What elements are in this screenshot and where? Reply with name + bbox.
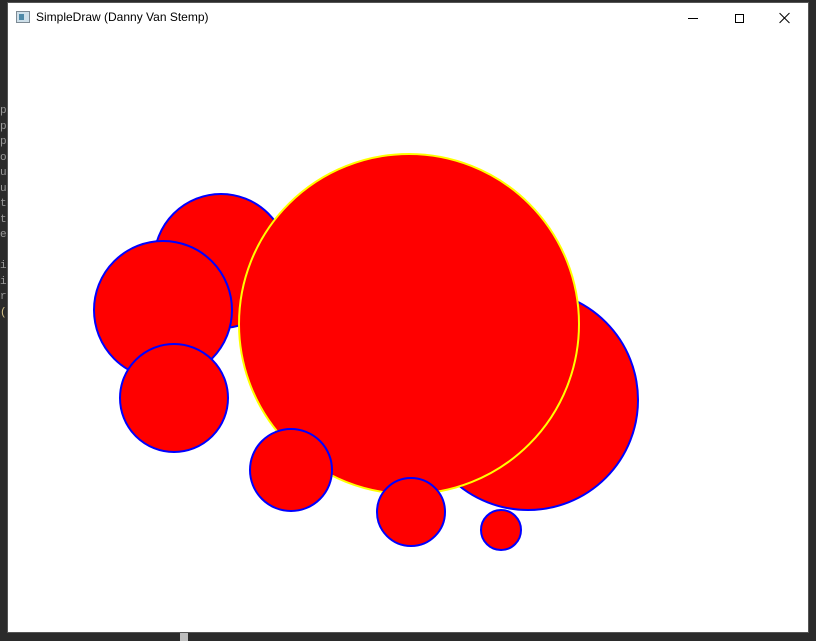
close-icon	[779, 12, 791, 24]
title-bar[interactable]: SimpleDraw (Danny Van Stemp)	[8, 3, 808, 33]
editor-scroll-thumb	[180, 632, 188, 641]
minimize-icon	[688, 18, 698, 19]
circle-shape[interactable]	[377, 478, 445, 546]
circle-shape[interactable]	[250, 429, 332, 511]
close-button[interactable]	[762, 3, 808, 33]
maximize-icon	[735, 14, 744, 23]
circle-shape[interactable]	[120, 344, 228, 452]
circle-shape[interactable]	[481, 510, 521, 550]
window-title: SimpleDraw (Danny Van Stemp)	[36, 10, 209, 24]
background-editor-footer	[150, 632, 400, 641]
app-icon[interactable]	[16, 11, 30, 23]
canvas-svg[interactable]	[8, 33, 808, 632]
simpledraw-window: SimpleDraw (Danny Van Stemp)	[8, 3, 808, 632]
drawing-canvas[interactable]	[8, 33, 808, 632]
minimize-button[interactable]	[670, 3, 716, 33]
maximize-button[interactable]	[716, 3, 762, 33]
